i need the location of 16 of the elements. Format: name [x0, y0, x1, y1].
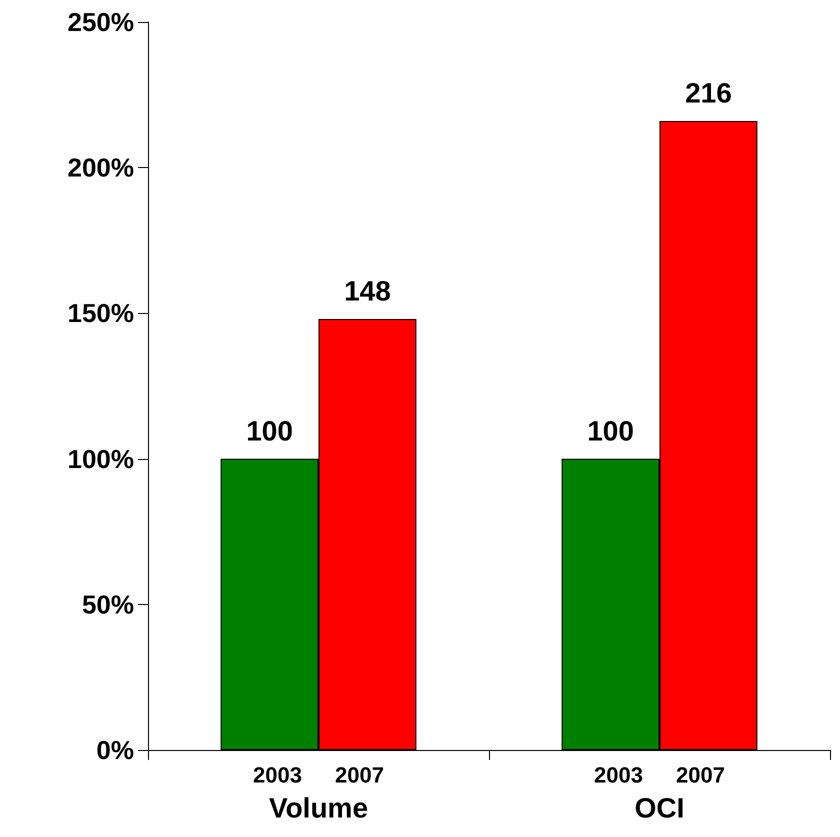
- y-tick-label: 50%: [82, 589, 134, 620]
- y-tick-label: 100%: [68, 444, 134, 474]
- data-label: 216: [685, 78, 732, 109]
- data-label: 100: [587, 415, 634, 446]
- y-tick-label: 200%: [68, 152, 134, 183]
- y-tick-label: 0%: [96, 735, 134, 765]
- text: 2003: [594, 762, 643, 788]
- text: 2007: [676, 762, 725, 788]
- y-tick-label: 250%: [68, 7, 134, 37]
- data-label: 148: [344, 276, 391, 307]
- x-tick-label: OCI: [634, 792, 684, 824]
- y-tick-label: 150%: [68, 298, 134, 328]
- series-label: 2003: [253, 762, 302, 788]
- series-label: 2007: [335, 762, 384, 788]
- x-tick-label: Volume: [268, 792, 368, 824]
- data-label: 100: [246, 415, 293, 446]
